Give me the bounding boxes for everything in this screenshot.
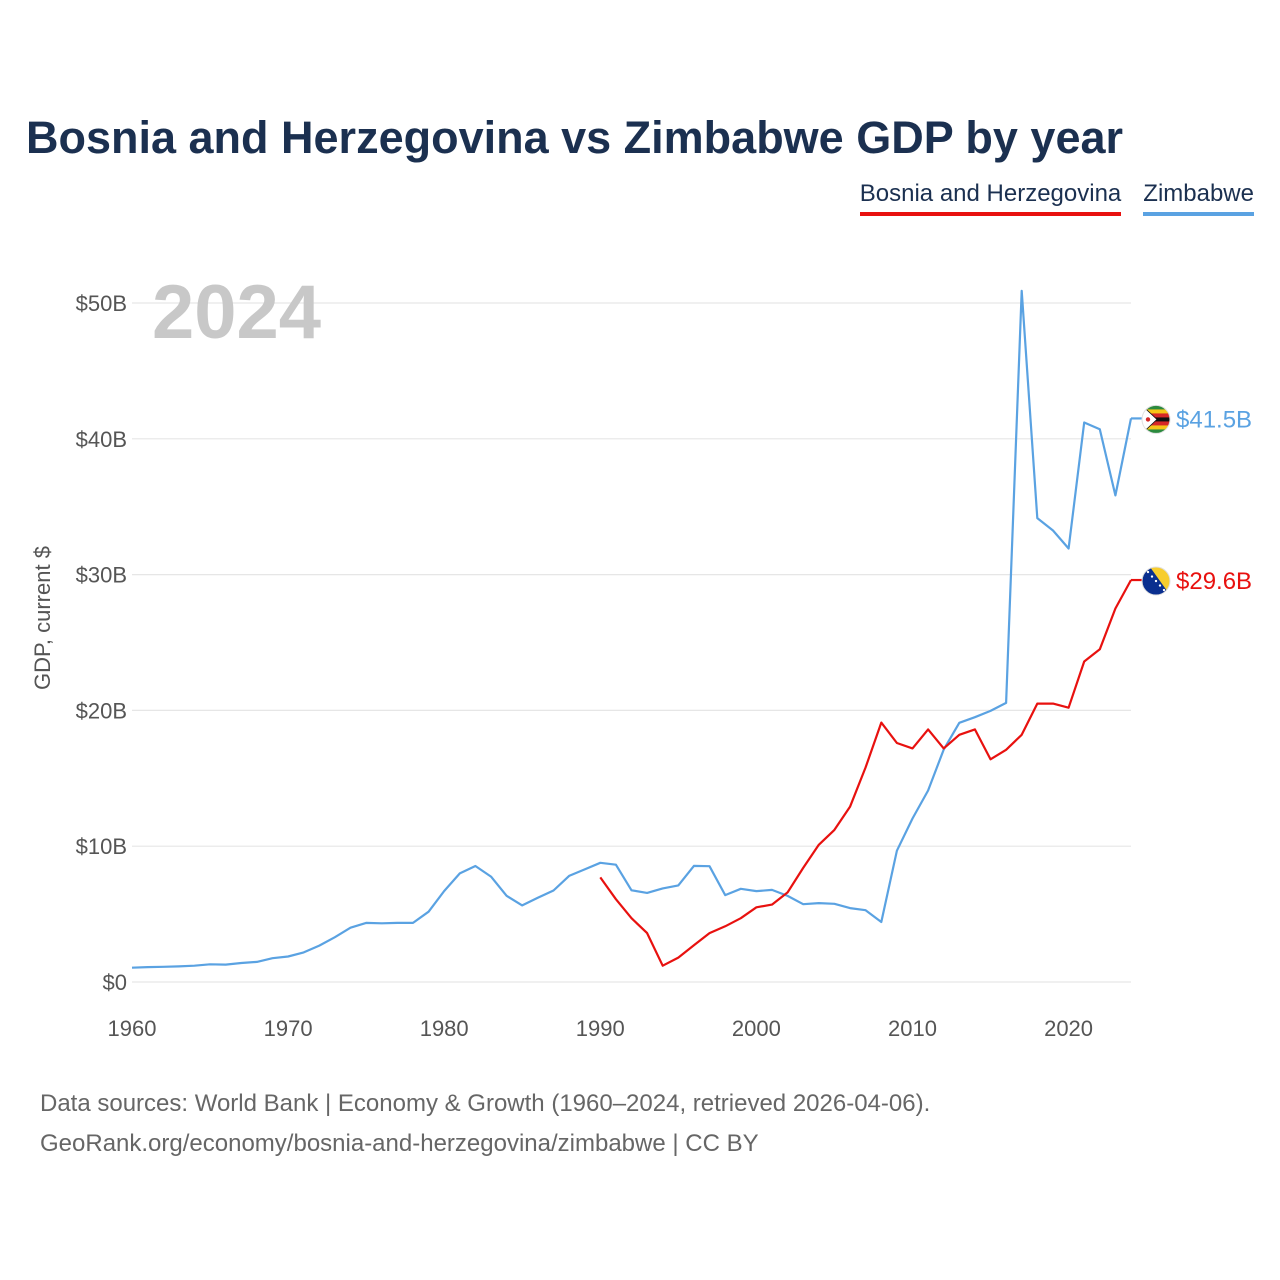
bosnia-end-value-label: $29.6B bbox=[1176, 568, 1252, 595]
x-tick-label: 2000 bbox=[732, 1016, 781, 1041]
x-tick-label: 1970 bbox=[264, 1016, 313, 1041]
legend-item-bosnia[interactable]: Bosnia and Herzegovina bbox=[859, 180, 1122, 216]
y-tick-label: $20B bbox=[76, 698, 127, 723]
x-axis-ticks: 1960 1970 1980 1990 2000 2010 2020 bbox=[108, 1016, 1094, 1041]
legend: Bosnia and Herzegovina Zimbabwe bbox=[859, 180, 1254, 216]
footer: Data sources: World Bank | Economy & Gro… bbox=[40, 1084, 930, 1164]
chart-title: Bosnia and Herzegovina vs Zimbabwe GDP b… bbox=[26, 112, 1124, 163]
gridlines bbox=[132, 302, 1131, 983]
y-axis-label: GDP, current $ bbox=[30, 546, 55, 690]
zimbabwe-flag-icon bbox=[1141, 404, 1171, 434]
source-line: Data sources: World Bank | Economy & Gro… bbox=[40, 1090, 931, 1117]
bosnia-flag-icon bbox=[1141, 566, 1171, 596]
y-tick-label: $50B bbox=[76, 291, 127, 316]
current-year-label: 2024 bbox=[152, 270, 321, 355]
y-tick-label: $30B bbox=[76, 563, 127, 588]
y-axis-ticks: $0 $10B $20B $30B $40B $50B bbox=[76, 291, 127, 995]
legend-item-zimbabwe[interactable]: Zimbabwe bbox=[1143, 180, 1254, 216]
x-tick-label: 1960 bbox=[108, 1016, 157, 1041]
url-line[interactable]: GeoRank.org/economy/bosnia-and-herzegovi… bbox=[40, 1130, 759, 1157]
bosnia-series-line bbox=[599, 579, 1132, 967]
y-tick-label: $10B bbox=[76, 834, 127, 859]
series-lines bbox=[131, 289, 1133, 969]
y-tick-label: $0 bbox=[103, 970, 127, 995]
x-tick-label: 2010 bbox=[888, 1016, 937, 1041]
y-tick-label: $40B bbox=[76, 427, 127, 452]
zimbabwe-end-value-label: $41.5B bbox=[1176, 406, 1252, 433]
x-tick-label: 1980 bbox=[420, 1016, 469, 1041]
x-tick-label: 2020 bbox=[1044, 1016, 1093, 1041]
zimbabwe-series-line bbox=[131, 289, 1133, 969]
x-tick-label: 1990 bbox=[576, 1016, 625, 1041]
series-end-markers: $29.6B $41.5B bbox=[1131, 404, 1252, 596]
